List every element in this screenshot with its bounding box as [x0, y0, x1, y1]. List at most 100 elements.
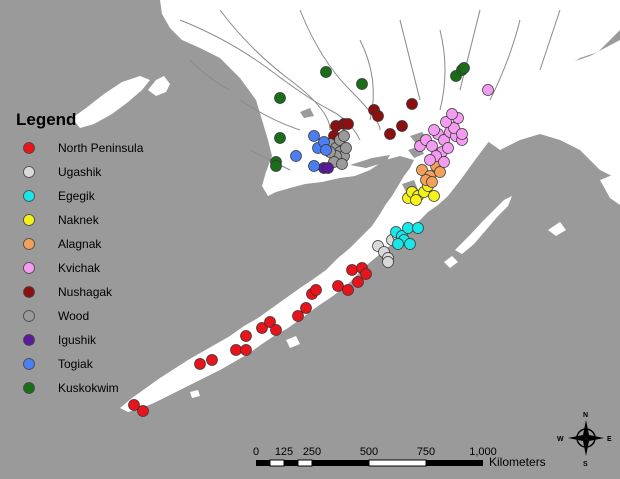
legend-item-nushagak: Nushagak: [23, 285, 113, 299]
sites-nushagak: [328, 98, 418, 142]
scale-unit: Kilometers: [489, 455, 546, 469]
legend-swatch: [23, 358, 35, 370]
rivers: [179, 9, 561, 171]
legend-item-egegik: Egegik: [23, 189, 96, 203]
site-dot: [440, 116, 452, 128]
site-dot: [438, 156, 450, 168]
legend-swatch: [23, 334, 35, 346]
scale-seg-3: [284, 460, 298, 466]
legend-item-kvichak: Kvichak: [23, 261, 101, 275]
site-dot: [274, 132, 286, 144]
compass-s: S: [583, 461, 588, 468]
site-dot: [456, 128, 468, 140]
scale-seg-2: [269, 459, 285, 467]
legend-label: Nushagak: [58, 285, 113, 299]
sites-north-peninsula: [128, 262, 372, 417]
legend-label: Kuskokwim: [58, 381, 119, 395]
site-dot: [256, 322, 268, 334]
site-dot: [322, 162, 334, 174]
site-dot: [320, 144, 332, 156]
compass-needle-w: [568, 435, 586, 441]
north-arrow: N S E W: [557, 412, 612, 468]
site-dot: [342, 284, 354, 296]
compass-needle-s: [583, 438, 589, 456]
site-dot: [230, 344, 242, 356]
legend-swatch: [23, 142, 35, 154]
legend-label: Ugashik: [58, 165, 102, 179]
sample-sites: [128, 62, 494, 417]
legend-label: Igushik: [58, 333, 97, 347]
site-dot: [446, 108, 458, 120]
site-dot: [308, 130, 320, 142]
scale-tick-label: 250: [303, 446, 321, 458]
compass-e: E: [607, 436, 612, 443]
site-dot: [360, 268, 372, 280]
scale-seg-6: [368, 459, 427, 467]
site-dot: [428, 124, 440, 136]
sites-togiak: [290, 130, 332, 172]
legend-label: Togiak: [58, 357, 94, 371]
site-dot: [392, 238, 404, 250]
site-dot: [402, 222, 414, 234]
legend-swatch: [23, 262, 35, 274]
legend-item-wood: Wood: [23, 309, 89, 323]
compass-needle-n: [583, 420, 589, 438]
site-dot: [274, 92, 286, 104]
site-dot: [426, 176, 438, 188]
site-dot: [410, 194, 422, 206]
site-dot: [426, 140, 438, 152]
site-dot: [412, 222, 424, 234]
compass-n: N: [583, 412, 588, 419]
sites-alagnak: [416, 160, 446, 188]
legend-item-north-peninsula: North Peninsula: [23, 141, 144, 155]
legend-item-ugashik: Ugashik: [23, 165, 102, 179]
site-dot: [264, 316, 276, 328]
scale-tick-label: 0: [253, 446, 259, 458]
site-dot: [300, 302, 312, 314]
site-dot: [332, 280, 344, 292]
legend-item-naknek: Naknek: [23, 213, 100, 227]
legend-label: Egegik: [58, 189, 96, 203]
site-dot: [406, 98, 418, 110]
site-dot: [292, 310, 304, 322]
scale-seg-5: [312, 460, 369, 466]
scale-seg-7: [426, 460, 483, 466]
legend-swatch: [23, 310, 35, 322]
site-dot: [458, 62, 470, 74]
legend-title: Legend: [16, 110, 76, 129]
legend-swatch: [23, 238, 35, 250]
legend-label: North Peninsula: [58, 141, 144, 155]
legend-item-togiak: Togiak: [23, 357, 94, 371]
legend-swatch: [23, 166, 35, 178]
legend-swatch: [23, 190, 35, 202]
compass-w: W: [557, 436, 564, 443]
scale-tick-label: 500: [360, 446, 378, 458]
site-dot: [194, 358, 206, 370]
compass-needle-e: [586, 435, 604, 441]
site-dot: [128, 399, 140, 411]
scale-tick-labels: 0 125 250 500 750 1,000: [253, 446, 497, 458]
scale-tick-label: 750: [417, 446, 435, 458]
site-dot: [416, 164, 428, 176]
site-dot: [434, 166, 446, 178]
site-dot: [338, 130, 350, 142]
site-dot: [382, 256, 394, 268]
site-dot: [442, 142, 454, 154]
sites-kuskokwim: [270, 62, 470, 172]
legend-item-alagnak: Alagnak: [23, 237, 102, 251]
scale-seg-1: [256, 460, 270, 466]
site-dot: [270, 160, 282, 172]
site-dot: [448, 122, 460, 134]
legend-items: North Peninsula Ugashik Egegik Naknek Alagna…: [23, 141, 144, 395]
site-dot: [340, 142, 352, 154]
scale-tick-label: 125: [275, 446, 293, 458]
legend-item-igushik: Igushik: [23, 333, 97, 347]
site-dot: [320, 66, 332, 78]
site-dot: [346, 264, 358, 276]
scale-bar: 0 125 250 500 750 1,000 Kilometers: [253, 446, 546, 469]
scale-seg-4: [297, 459, 313, 467]
site-dot: [290, 150, 302, 162]
legend-label: Alagnak: [58, 237, 102, 251]
